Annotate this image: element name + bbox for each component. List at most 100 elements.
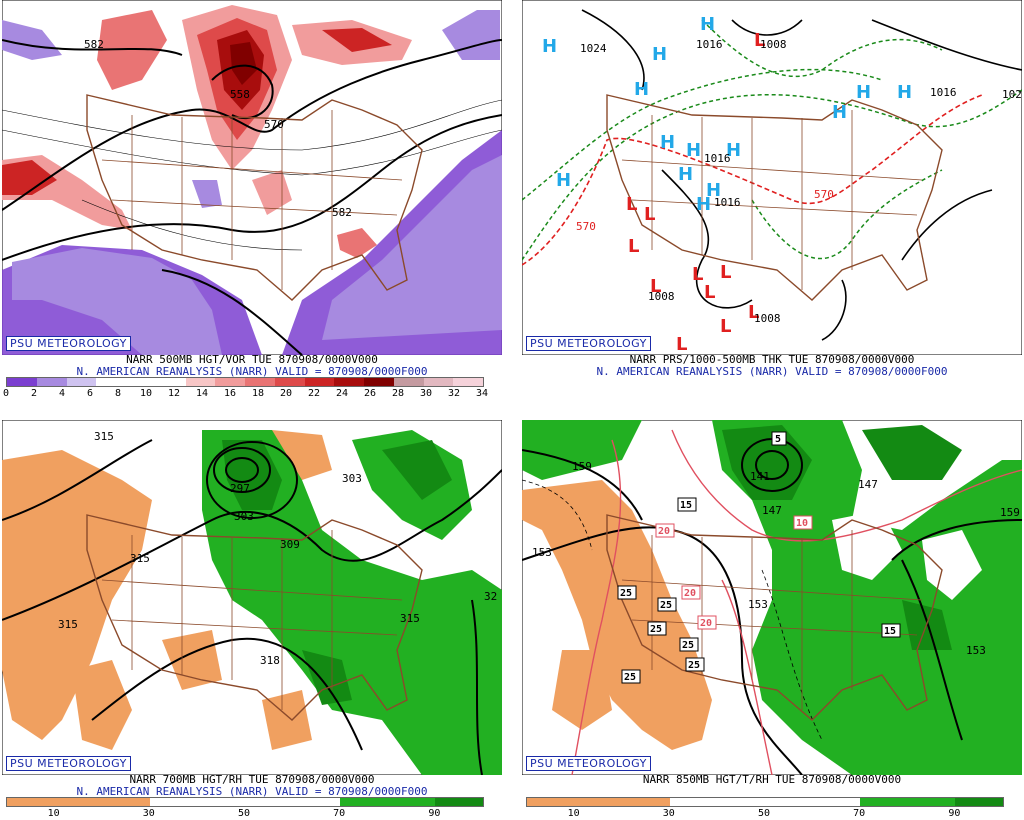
high-pressure-marker: H bbox=[700, 14, 715, 35]
psu-meteorology-badge: PSU METEOROLOGY bbox=[526, 756, 651, 771]
map-500mb: 582 558 570 582 bbox=[2, 0, 502, 355]
colorbar-swatch bbox=[955, 798, 1003, 806]
temperature-box-label: 25 bbox=[650, 624, 662, 635]
colorbar-swatch bbox=[185, 378, 216, 386]
colorbar-tick-label: 28 bbox=[391, 388, 405, 399]
low-pressure-marker: L bbox=[626, 194, 637, 215]
low-pressure-marker: L bbox=[628, 236, 639, 257]
colorbar-swatch bbox=[393, 378, 424, 386]
panel-title: NARR 700MB HGT/RH TUE 870908/0000V000 bbox=[129, 773, 375, 786]
contour-label: 318 bbox=[260, 654, 280, 667]
high-pressure-marker: H bbox=[634, 79, 649, 100]
panel-title: NARR 850MB HGT/T/RH TUE 870908/0000V000 bbox=[642, 773, 902, 786]
colorbar-swatch bbox=[36, 378, 67, 386]
colorbar-swatch bbox=[197, 798, 245, 806]
colorbar-swatch bbox=[907, 798, 956, 806]
colorbar bbox=[6, 377, 484, 387]
temperature-box-label: 25 bbox=[624, 672, 636, 683]
low-pressure-marker: L bbox=[644, 204, 655, 225]
high-pressure-marker: H bbox=[726, 140, 741, 161]
psu-meteorology-badge: PSU METEOROLOGY bbox=[526, 336, 651, 351]
colorbar-tick-label: 70 bbox=[853, 808, 866, 819]
high-pressure-marker: H bbox=[696, 194, 711, 215]
colorbar-tick-label: 50 bbox=[757, 808, 771, 819]
colorbar-tick-label: 12 bbox=[167, 388, 181, 399]
colorbar-swatch bbox=[274, 378, 305, 386]
temperature-box-label: 15 bbox=[680, 500, 692, 511]
colorbar-ticks: 10 30 50 70 90 bbox=[2, 808, 502, 820]
high-pressure-marker: H bbox=[678, 164, 693, 185]
colorbar-swatch bbox=[812, 798, 861, 806]
temperature-box-label: 15 bbox=[884, 626, 896, 637]
contour-label: 32 bbox=[484, 590, 497, 603]
high-pressure-marker: H bbox=[832, 102, 847, 123]
colorbar-swatch bbox=[340, 798, 388, 806]
colorbar-tick-label: 30 bbox=[662, 808, 675, 819]
colorbar-swatch bbox=[669, 798, 718, 806]
low-pressure-marker: L bbox=[676, 334, 687, 355]
contour-label: 570 bbox=[814, 188, 834, 201]
map-700mb: 315 297 303 309 303 315 315 315 318 32 bbox=[2, 420, 502, 775]
colorbar-swatch bbox=[292, 798, 341, 806]
contour-label: 315 bbox=[130, 552, 150, 565]
panel-700mb-humidity: 315 297 303 309 303 315 315 315 318 32 P… bbox=[2, 420, 502, 820]
contour-label: 1016 bbox=[714, 196, 741, 209]
low-pressure-marker: L bbox=[650, 276, 661, 297]
high-pressure-marker: H bbox=[856, 82, 871, 103]
panel-500mb-vorticity: 582 558 570 582 PSU METEOROLOGY NARR 500… bbox=[2, 0, 502, 400]
colorbar-tick-label: 10 bbox=[139, 388, 153, 399]
colorbar-swatch bbox=[435, 798, 483, 806]
psu-meteorology-badge: PSU METEOROLOGY bbox=[6, 336, 131, 351]
contour-label: 297 bbox=[230, 482, 250, 495]
colorbar-ticks: 10 30 50 70 90 bbox=[522, 808, 1022, 820]
colorbar-swatch bbox=[622, 798, 670, 806]
contour-label: 315 bbox=[94, 430, 114, 443]
panel-subtitle: N. AMERICAN REANALYSIS (NARR) VALID = 87… bbox=[76, 785, 428, 798]
colorbar-tick-label: 18 bbox=[251, 388, 265, 399]
high-pressure-marker: H bbox=[542, 36, 557, 57]
colorbar-tick-label: 20 bbox=[279, 388, 293, 399]
colorbar-swatch bbox=[364, 378, 394, 386]
colorbar-swatch bbox=[102, 798, 150, 806]
high-pressure-marker: H bbox=[706, 180, 721, 201]
colorbar-swatch bbox=[527, 798, 575, 806]
colorbar-tick-label: 26 bbox=[363, 388, 377, 399]
contour-label: 159 bbox=[1000, 506, 1020, 519]
temperature-box-label: 25 bbox=[620, 588, 632, 599]
colorbar-tick-label: 32 bbox=[447, 388, 461, 399]
temperature-box-label: 5 bbox=[775, 434, 781, 445]
low-pressure-marker: L bbox=[720, 262, 731, 283]
contour-label: 558 bbox=[230, 88, 250, 101]
low-pressure-marker: L bbox=[754, 30, 765, 51]
contour-label: 570 bbox=[264, 118, 284, 131]
colorbar-swatch bbox=[244, 798, 293, 806]
colorbar-swatch bbox=[860, 798, 908, 806]
contour-label: 582 bbox=[332, 206, 352, 219]
contour-label: 1016 bbox=[930, 86, 957, 99]
colorbar-tick-label: 2 bbox=[30, 388, 38, 399]
high-pressure-marker: H bbox=[897, 82, 912, 103]
colorbar-swatch bbox=[54, 798, 103, 806]
panel-pressure-thickness: H H H H H H H H H H H H H H L L L L L L … bbox=[522, 0, 1022, 400]
colorbar-tick-label: 70 bbox=[333, 808, 346, 819]
temperature-box-label: 20 bbox=[658, 526, 670, 537]
colorbar-swatch bbox=[304, 378, 335, 386]
temperature-box-label: 10 bbox=[796, 518, 808, 529]
contour-label: 1024 bbox=[580, 42, 607, 55]
contour-label: 153 bbox=[748, 598, 768, 611]
colorbar-swatch bbox=[717, 798, 765, 806]
panel-subtitle: N. AMERICAN REANALYSIS (NARR) VALID = 87… bbox=[596, 365, 948, 378]
colorbar-tick-label: 16 bbox=[223, 388, 237, 399]
high-pressure-marker: H bbox=[652, 44, 667, 65]
contour-label: 309 bbox=[280, 538, 300, 551]
colorbar-tick-label: 8 bbox=[114, 388, 122, 399]
high-pressure-marker: H bbox=[556, 170, 571, 191]
map-850mb: 159 153 141 147 147 153 159 153 5 15 20 … bbox=[522, 420, 1022, 775]
panel-850mb-temperature: 159 153 141 147 147 153 159 153 5 15 20 … bbox=[522, 420, 1022, 820]
colorbar-tick-label: 14 bbox=[195, 388, 209, 399]
contour-label: 141 bbox=[750, 470, 770, 483]
contour-label: 570 bbox=[576, 220, 596, 233]
colorbar-tick-label: 50 bbox=[237, 808, 251, 819]
colorbar-swatch bbox=[574, 798, 623, 806]
colorbar-tick-label: 90 bbox=[428, 808, 441, 819]
